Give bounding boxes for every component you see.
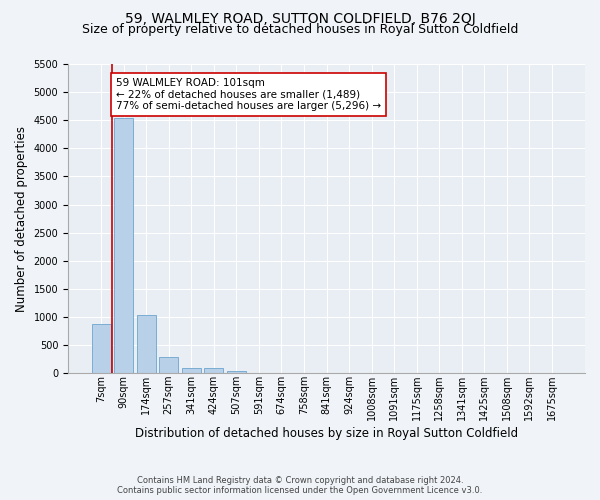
Text: Contains HM Land Registry data © Crown copyright and database right 2024.
Contai: Contains HM Land Registry data © Crown c…: [118, 476, 482, 495]
Bar: [159, 358, 178, 373]
Y-axis label: Number of detached properties: Number of detached properties: [15, 126, 28, 312]
Bar: [92, 324, 110, 373]
Bar: [114, 118, 133, 373]
X-axis label: Distribution of detached houses by size in Royal Sutton Coldfield: Distribution of detached houses by size …: [135, 427, 518, 440]
Bar: [227, 370, 246, 373]
Text: Size of property relative to detached houses in Royal Sutton Coldfield: Size of property relative to detached ho…: [82, 22, 518, 36]
Bar: [137, 314, 156, 373]
Text: 59 WALMLEY ROAD: 101sqm
← 22% of detached houses are smaller (1,489)
77% of semi: 59 WALMLEY ROAD: 101sqm ← 22% of detache…: [116, 78, 381, 112]
Bar: [182, 368, 201, 373]
Text: 59, WALMLEY ROAD, SUTTON COLDFIELD, B76 2QJ: 59, WALMLEY ROAD, SUTTON COLDFIELD, B76 …: [125, 12, 475, 26]
Bar: [204, 368, 223, 373]
